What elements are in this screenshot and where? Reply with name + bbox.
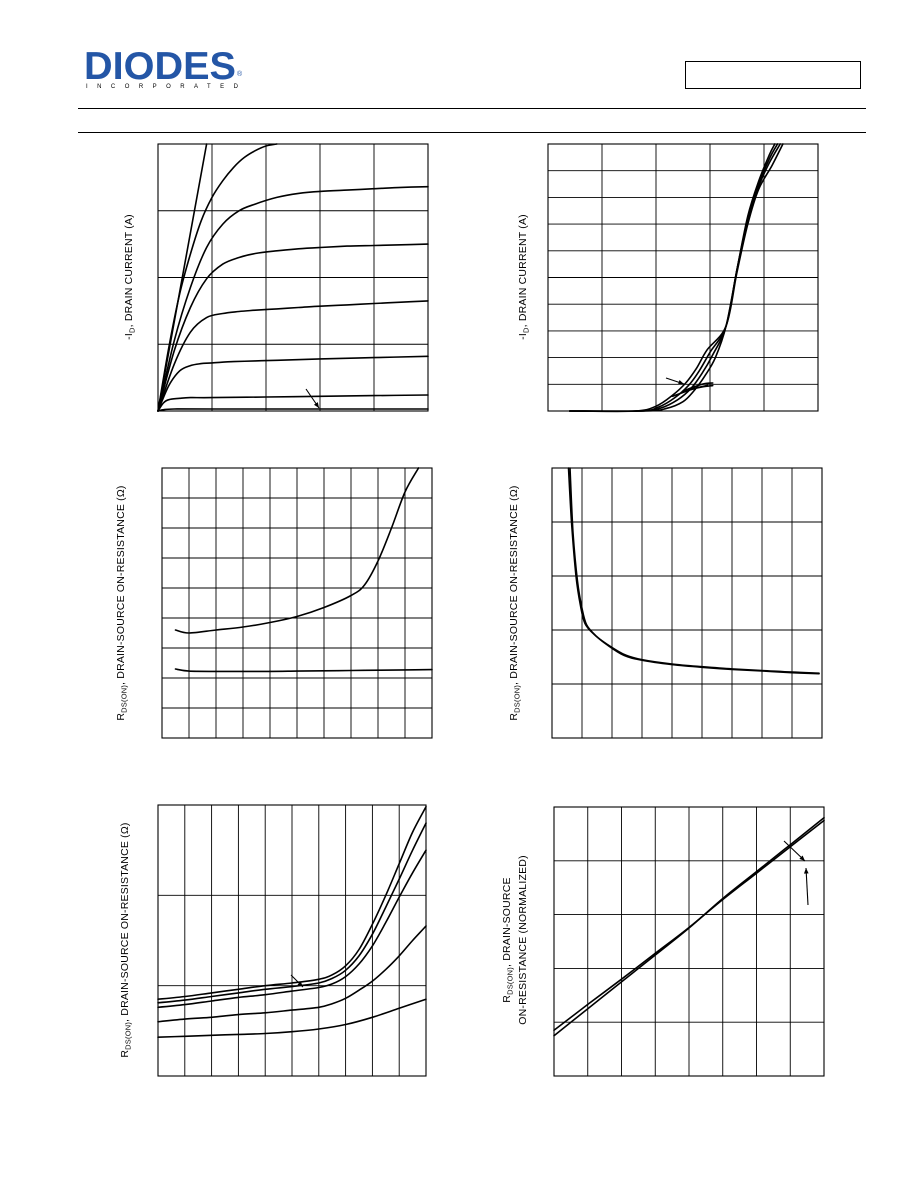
chart-3-series-1 (174, 467, 420, 634)
chart-6: RDS(ON), DRAIN-SOURCE ON-RESISTANCE (NORM… (501, 806, 825, 1077)
chart-6-ylabel-line-2: ON-RESISTANCE (NORMALIZED) (517, 855, 529, 1025)
chart-1: -ID, DRAIN CURRENT (A) (123, 143, 429, 412)
ylabel-part: , DRAIN-SOURCE (501, 877, 513, 967)
header-rule-top (78, 108, 866, 109)
chart-5-series-3 (157, 849, 427, 1009)
chart-2-series-2 (568, 143, 779, 413)
chart-5-ylabel: RDS(ON), DRAIN-SOURCE ON-RESISTANCE (Ω) (119, 822, 133, 1057)
ylabel-part: -I (123, 333, 135, 340)
chart-2-series-4 (568, 143, 784, 413)
chart-1-series-6 (157, 355, 429, 412)
chart-6-ylabel-line-1: RDS(ON), DRAIN-SOURCE (501, 877, 515, 1002)
plot-frame (157, 143, 429, 412)
chart-1-series-7 (157, 394, 429, 412)
ylabel-part: , DRAIN CURRENT (A) (123, 214, 135, 327)
chart-1-annotation-arrow-head (313, 402, 319, 408)
chart-2-series-6 (682, 382, 714, 392)
chart-1-series-4 (157, 243, 429, 412)
chart-5-series-4 (157, 925, 427, 1023)
chart-1-series-3 (157, 185, 429, 412)
chart-1-ylabel: -ID, DRAIN CURRENT (A) (123, 214, 137, 340)
ylabel-part: D (522, 327, 531, 333)
chart-1-series-8 (157, 408, 429, 412)
chart-4-series-2 (569, 467, 820, 675)
plot-frame (157, 804, 427, 1077)
ylabel-part: , DRAIN-SOURCE ON-RESISTANCE (Ω) (115, 485, 127, 685)
chart-2: -ID, DRAIN CURRENT (A) (517, 143, 819, 413)
ylabel-part: DS(ON) (120, 685, 129, 713)
diodes-logo: DIODES ® INCORPORATED (84, 46, 243, 90)
plot-frame (551, 467, 823, 739)
ylabel-part: R (119, 1050, 131, 1058)
chart-2-ylabel: -ID, DRAIN CURRENT (A) (517, 214, 531, 340)
ylabel-part: R (508, 713, 520, 721)
header-rule-bottom (78, 132, 866, 133)
ylabel-part: -I (517, 333, 529, 340)
chart-5-series-2 (157, 822, 427, 1004)
chart-6-annotation-arrow-1-head (799, 855, 805, 861)
chart-2-annotation-arrow-1-head (678, 380, 684, 385)
ylabel-part: R (501, 995, 513, 1003)
chart-4-series-1 (567, 467, 820, 674)
chart-3: RDS(ON), DRAIN-SOURCE ON-RESISTANCE (Ω) (115, 467, 433, 739)
ylabel-part: R (115, 713, 127, 721)
plot-frame (161, 467, 433, 739)
chart-3-series-2 (174, 668, 433, 673)
chart-1-series-2 (157, 143, 278, 412)
plot-frame (547, 143, 819, 412)
chart-3-ylabel: RDS(ON), DRAIN-SOURCE ON-RESISTANCE (Ω) (115, 485, 129, 720)
chart-6-annotation-arrow-2-head (803, 868, 809, 874)
part-number-box (685, 61, 861, 89)
ylabel-part: DS(ON) (506, 967, 515, 995)
chart-6-annotation-arrow-2 (805, 867, 809, 906)
chart-1-series-5 (157, 300, 429, 412)
chart-2-annotation-arrow-2-head (690, 385, 696, 391)
ylabel-part: , DRAIN-SOURCE ON-RESISTANCE (Ω) (508, 485, 520, 685)
ylabel-part: ON-RESISTANCE (NORMALIZED) (517, 855, 529, 1025)
chart-4: RDS(ON), DRAIN-SOURCE ON-RESISTANCE (Ω) (508, 467, 823, 739)
ylabel-part: , DRAIN-SOURCE ON-RESISTANCE (Ω) (119, 822, 131, 1022)
logo-wordmark: DIODES (84, 46, 236, 88)
chart-2-series-3 (568, 143, 781, 413)
chart-6-series-2 (553, 819, 825, 1032)
plot-frame (553, 806, 825, 1077)
chart-5-series-5 (157, 998, 427, 1038)
ylabel-part: DS(ON) (124, 1022, 133, 1050)
chart-5-series-1 (157, 806, 427, 1000)
ylabel-part: , DRAIN CURRENT (A) (517, 214, 529, 327)
chart-5: RDS(ON), DRAIN-SOURCE ON-RESISTANCE (Ω) (119, 804, 427, 1077)
ylabel-part: D (128, 327, 137, 333)
chart-5-annotation-arrow-head (297, 981, 303, 987)
ylabel-part: DS(ON) (513, 685, 522, 713)
logo-registered-mark: ® (237, 70, 243, 78)
chart-4-ylabel: RDS(ON), DRAIN-SOURCE ON-RESISTANCE (Ω) (508, 485, 522, 720)
chart-2-series-1 (568, 143, 776, 412)
